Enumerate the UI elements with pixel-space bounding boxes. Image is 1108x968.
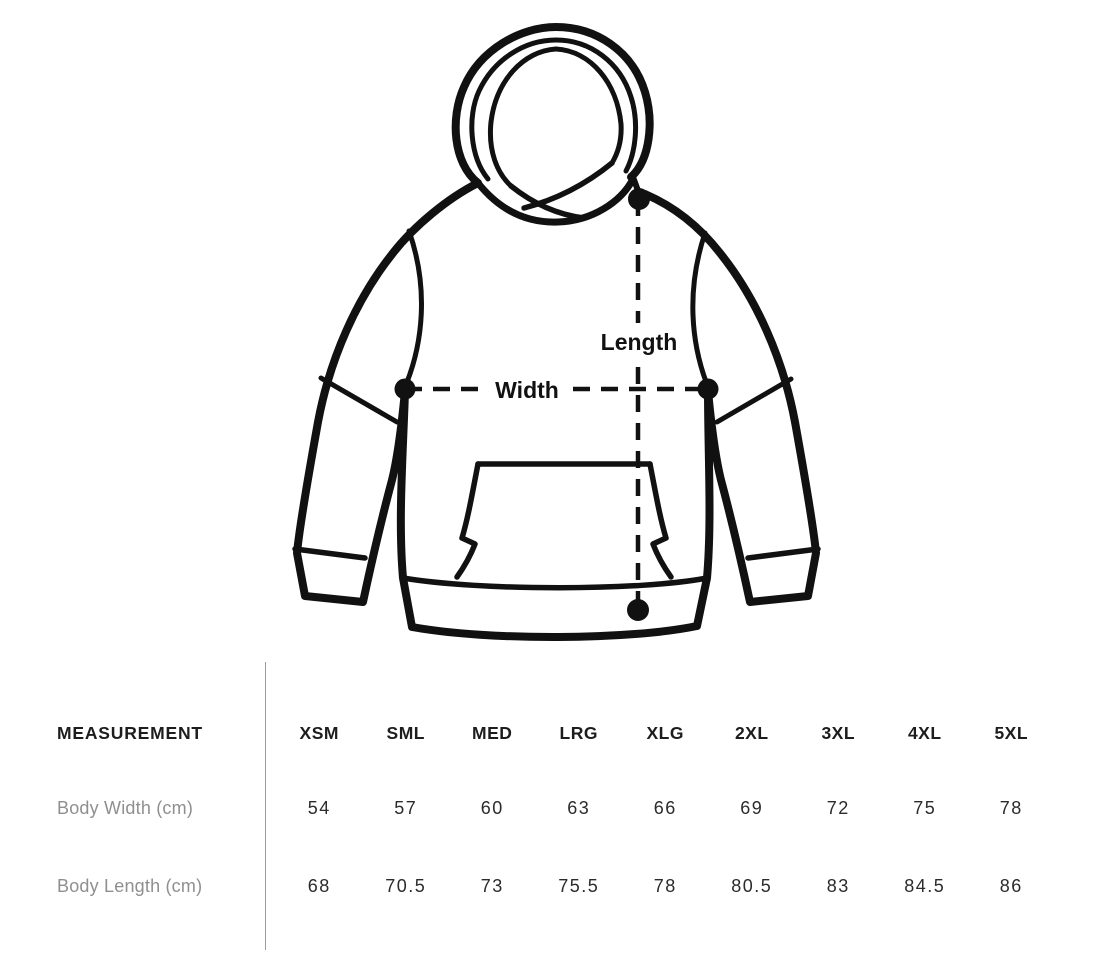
row-label-body-length: Body Length (cm) (57, 875, 203, 896)
hoodie-measurement-diagram: Width Length (292, 23, 821, 642)
raglan-seam-right (690, 230, 711, 390)
body-length-value: 84.5 (904, 875, 946, 896)
hood-outer-outline (451, 23, 654, 187)
hood-flap-left (508, 183, 587, 221)
size-header-med: MED (472, 722, 513, 743)
size-header-lrg: LRG (559, 722, 598, 743)
width-label: Width (495, 377, 559, 403)
body-length-value: 83 (826, 875, 850, 896)
body-width-value: 78 (999, 797, 1023, 818)
body-width-value: 63 (567, 797, 591, 818)
size-table: MEASUREMENT XSM SML MED LRG XLG 2XL 3XL … (0, 655, 1108, 955)
size-header-5xl: 5XL (994, 722, 1029, 743)
width-label-bg (486, 371, 568, 406)
body-length-value: 70.5 (385, 875, 427, 896)
hem-line (400, 575, 710, 591)
size-header-xlg: XLG (646, 722, 684, 743)
hood-collar-curve (474, 175, 637, 226)
width-dot-right (697, 378, 719, 400)
body-width-value: 72 (826, 797, 850, 818)
body-width-value: 57 (394, 797, 418, 818)
size-header-3xl: 3XL (821, 722, 856, 743)
measurement-header: MEASUREMENT (57, 722, 203, 743)
size-header-4xl: 4XL (907, 722, 942, 743)
raglan-seam-left (402, 228, 424, 390)
length-label-bg (591, 323, 687, 358)
cuff-line-left (292, 546, 368, 561)
pocket-left-side (454, 461, 481, 580)
body-length-value: 86 (999, 875, 1023, 896)
length-dot-top (628, 188, 650, 210)
underarm-crease-right (714, 376, 794, 425)
cuff-line-right (745, 546, 821, 561)
length-label: Length (601, 329, 678, 355)
pocket-right-side (647, 461, 674, 580)
hoodie-body-outline (293, 179, 820, 642)
width-dot-left (394, 378, 416, 400)
body-width-value: 66 (653, 797, 677, 818)
underarm-crease-left (318, 375, 400, 425)
size-header-2xl: 2XL (734, 722, 769, 743)
size-header-xsm: XSM (299, 722, 339, 743)
table-header-row: MEASUREMENT XSM SML MED LRG XLG 2XL 3XL … (0, 716, 1108, 750)
hood-opening-right (553, 46, 624, 166)
hood-opening-left (487, 46, 559, 189)
body-width-value: 54 (307, 797, 331, 818)
body-width-value: 75 (913, 797, 937, 818)
hood-inner-rim (469, 37, 638, 182)
body-width-value: 60 (480, 797, 504, 818)
body-length-row: Body Length (cm) 68 70.5 73 75.5 78 80.5… (0, 869, 1108, 903)
body-length-value: 73 (480, 875, 504, 896)
body-length-value: 80.5 (731, 875, 773, 896)
row-label-body-width: Body Width (cm) (57, 797, 194, 818)
body-length-value: 75.5 (558, 875, 600, 896)
body-width-row: Body Width (cm) 54 57 60 63 66 69 72 75 … (0, 791, 1108, 825)
table-divider (265, 662, 266, 950)
body-length-value: 78 (653, 875, 677, 896)
length-dot-bottom (627, 599, 649, 621)
body-width-value: 69 (740, 797, 764, 818)
body-length-value: 68 (307, 875, 331, 896)
hood-flap-right (521, 160, 615, 211)
size-header-sml: SML (386, 722, 425, 743)
